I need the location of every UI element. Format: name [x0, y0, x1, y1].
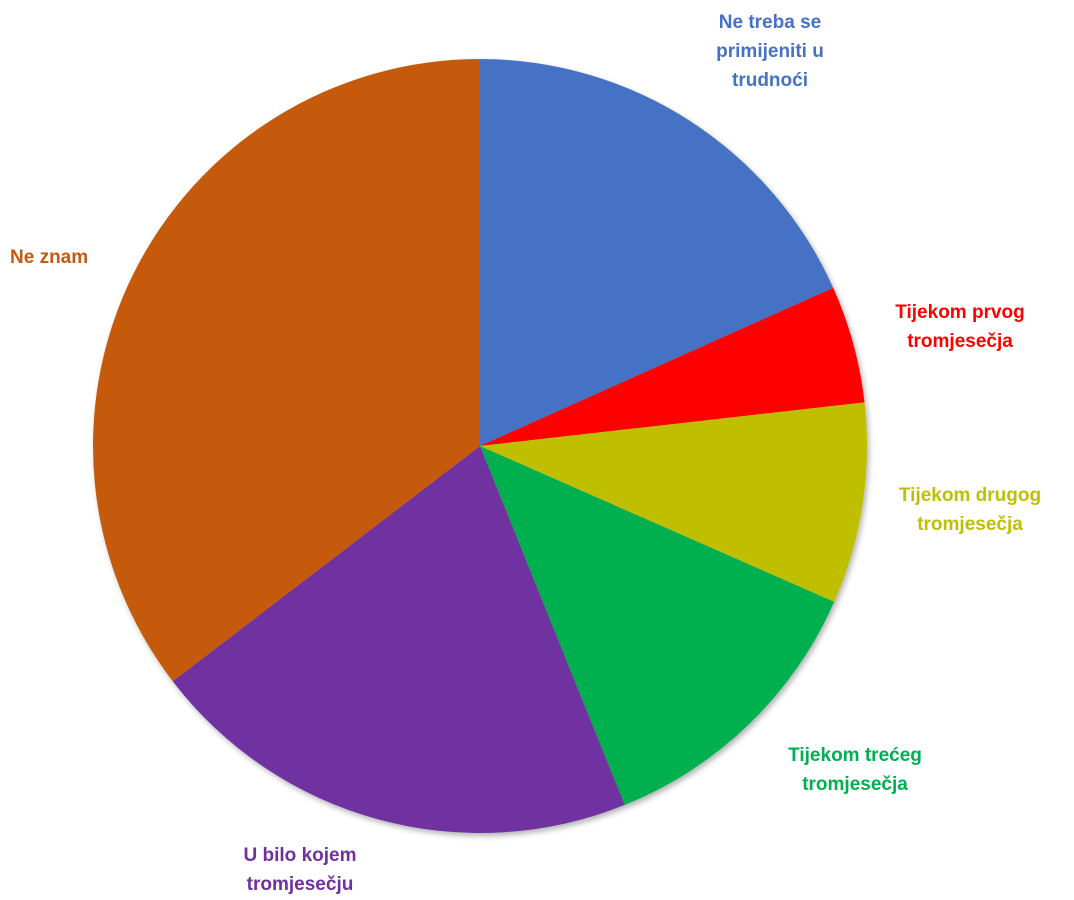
pie-slice	[480, 446, 835, 805]
pie-slice	[480, 287, 865, 446]
pie-slice	[480, 402, 867, 602]
pie	[92, 59, 867, 833]
slice-label: Ne znam	[10, 247, 89, 268]
pie-slice	[480, 59, 834, 446]
slice-label: U bilo kojem tromjesečju	[243, 845, 357, 895]
slice-label: Tijekom prvog tromjesečja	[895, 302, 1025, 352]
slice-label: Ne treba se primijeniti u trudnoći	[716, 12, 824, 91]
slice-label: Tijekom trećeg tromjesečja	[788, 745, 922, 795]
slice-label: Tijekom drugog tromjesečja	[898, 485, 1042, 535]
pie-slice	[92, 59, 480, 682]
pie-slice	[172, 446, 625, 833]
